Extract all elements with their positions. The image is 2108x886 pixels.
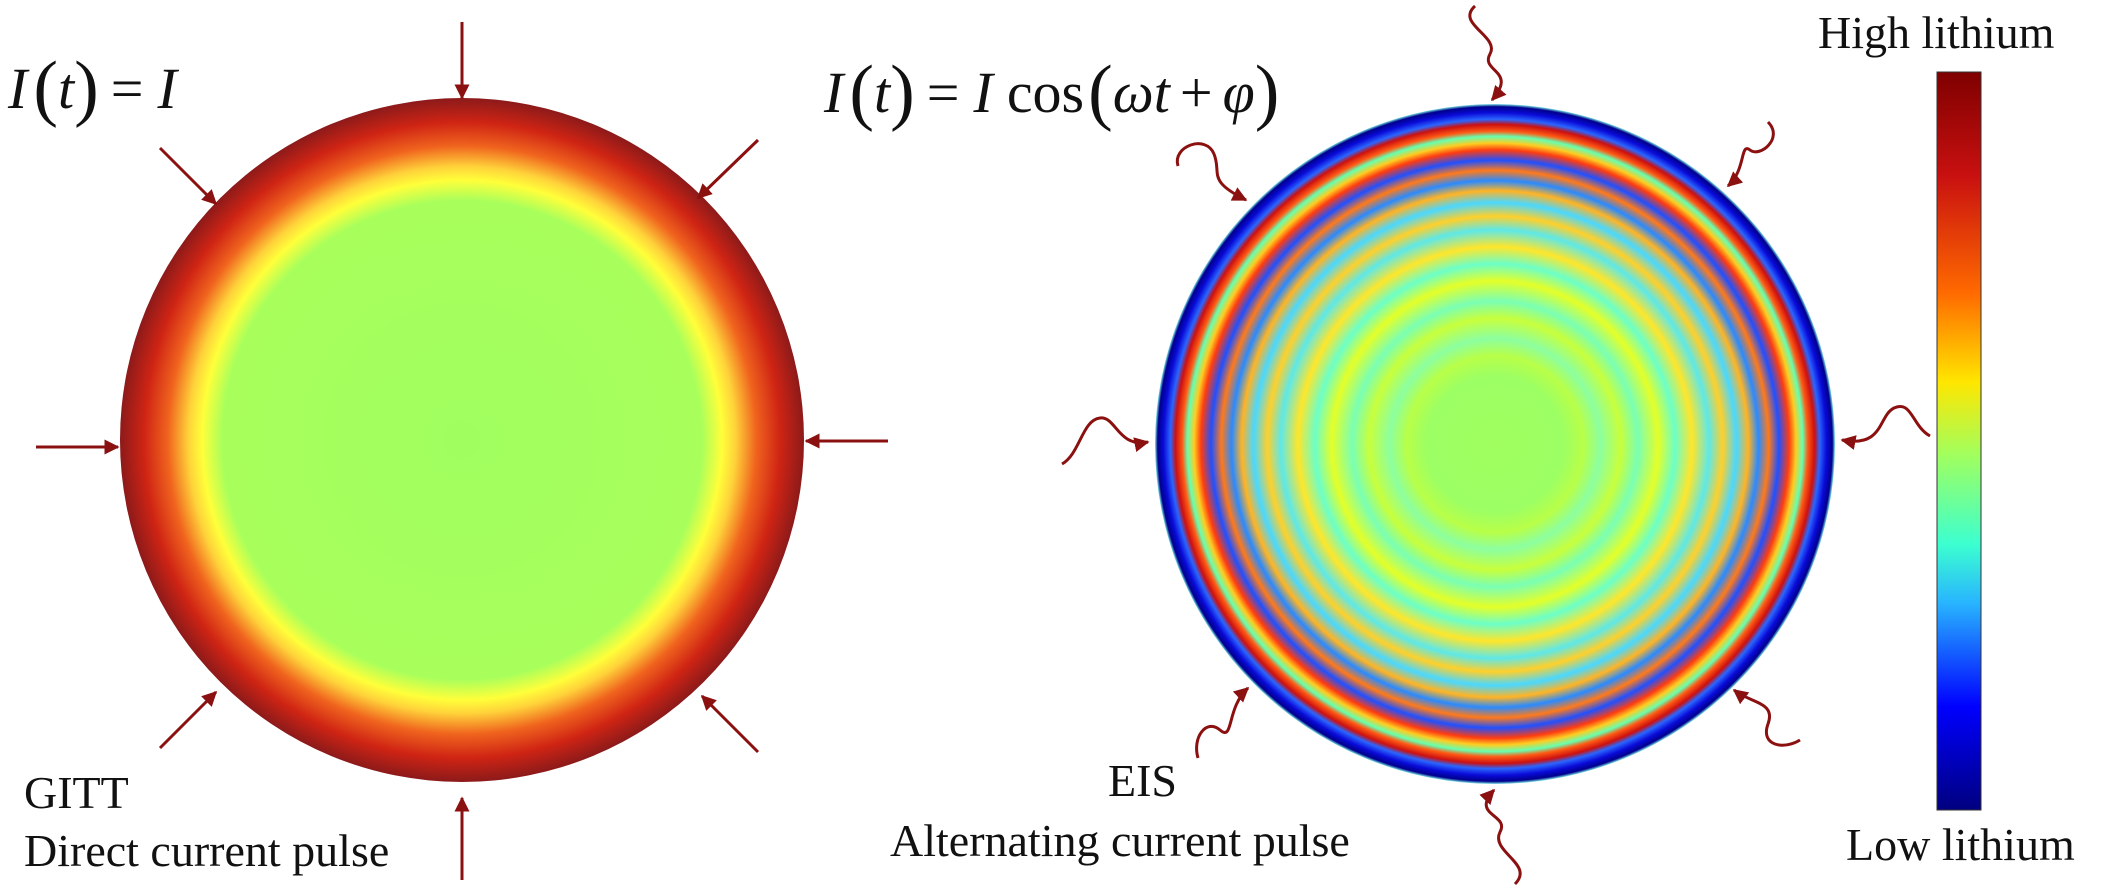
colorbar-top-label: High lithium [1818,7,2055,58]
eis-description: Alternating current pulse [890,815,1350,866]
colorbar-gradient [1936,71,1982,811]
straight-arrow-icon [700,694,760,754]
dc-current-equation: I(t) = I [7,47,179,129]
straight-arrow-icon [696,138,760,200]
gitt-label: GITT [24,767,129,818]
straight-arrow-icon [158,146,218,206]
wavy-arrow-icon [1732,688,1801,747]
straight-arrow-icon [158,690,218,750]
gitt-description: Direct current pulse [24,825,389,876]
wavy-arrow-icon [1840,405,1931,450]
wavy-arrow-icon [1175,142,1248,202]
wavy-arrow-icon [1479,788,1522,886]
ac-arrows [1061,4,1931,886]
wavy-arrow-icon [1726,120,1775,188]
eis-label: EIS [1108,755,1177,806]
gitt-panel: I(t) = I GITT Direct current pulse [7,22,888,880]
dc-arrows [36,22,888,880]
wavy-arrow-icon [1061,416,1150,466]
wavy-arrow-icon [1195,686,1250,759]
dc-particle-concentration [120,98,804,782]
wavy-arrow-icon [1468,4,1507,102]
ac-particle-concentration [1155,104,1835,784]
colorbar: High lithium Low lithium [1818,7,2075,870]
colorbar-bottom-label: Low lithium [1846,819,2075,870]
